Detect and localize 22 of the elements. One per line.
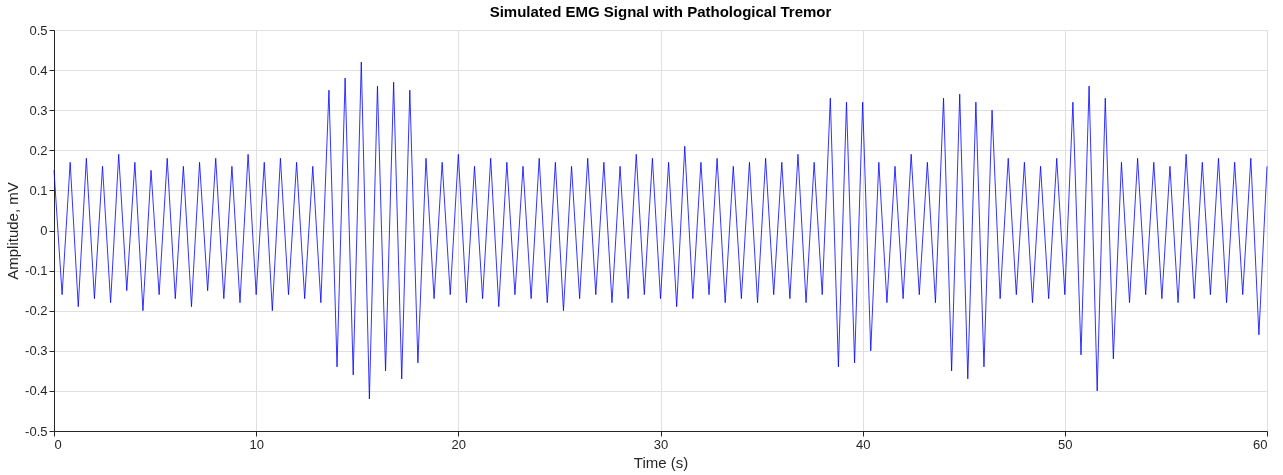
x-tick-label: 0 [54,436,62,452]
x-tick-label: 10 [249,436,264,452]
y-tick-label: -0.5 [25,423,48,439]
y-tick-label: 0.1 [29,182,48,198]
x-tick-label: 60 [1253,436,1268,452]
chart-title: Simulated EMG Signal with Pathological Tremor [489,3,832,20]
x-tick-label: 30 [653,436,669,452]
y-tick-label: -0.2 [25,303,48,319]
x-tick-label: 50 [1058,436,1073,452]
y-tick-label: -0.1 [25,263,48,279]
y-tick-label: 0.4 [29,62,48,78]
y-tick-label: 0.3 [29,102,48,118]
line-series [53,61,1268,400]
y-axis-title: Amplitude, mV [4,182,22,280]
y-tick-label: 0 [40,223,48,238]
x-axis-title: Time (s) [633,453,689,471]
y-tick-label: 0.2 [29,142,48,158]
x-tick-label: 20 [451,436,467,452]
y-tick-label: -0.4 [25,383,48,399]
y-tick-label: -0.3 [25,343,48,359]
x-tick-label: 40 [855,436,871,452]
y-tick-label: 0.5 [29,22,48,38]
